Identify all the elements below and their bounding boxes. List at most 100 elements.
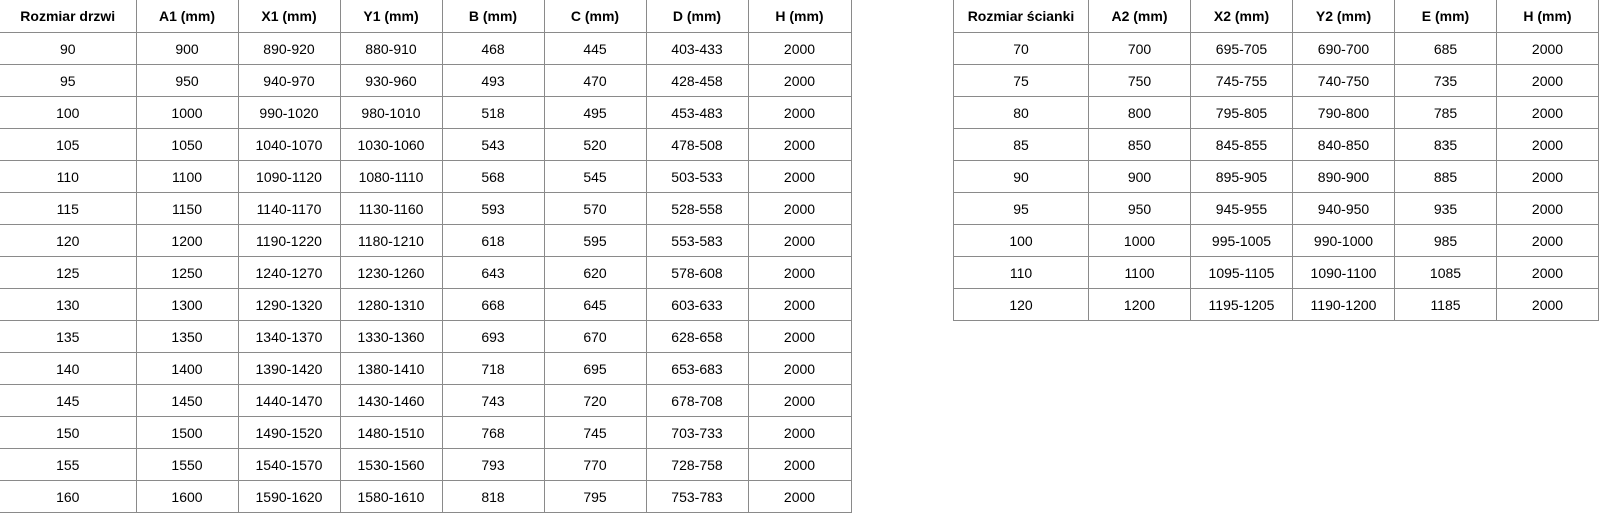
table-cell: 120 [953,288,1089,321]
table-cell: 940-950 [1292,192,1395,225]
table-cell: 785 [1394,96,1497,129]
table-cell: 1440-1470 [237,384,341,417]
table-cell: 740-750 [1292,64,1395,97]
table-cell: 2000 [1496,96,1599,129]
table-cell: 2000 [1496,288,1599,321]
table-row: 110 1100 1090-1120 1080-1110 568 545 503-533 20… [0,160,852,193]
table-cell: 2000 [747,288,852,321]
table-cell: 900 [1088,160,1191,193]
table-cell: 1290-1320 [237,288,341,321]
table-cell: 768 [441,416,545,449]
table-cell: 840-850 [1292,128,1395,161]
table-row: 90 900 890-920 880-910 468 445 403-433 2000 [0,32,852,65]
table-cell: 1000 [135,96,239,129]
table-cell: 135 [0,320,137,353]
table-cell: 80 [953,96,1089,129]
table-cell: 643 [441,256,545,289]
table-cell: 1030-1060 [339,128,443,161]
table-cell: 95 [0,64,137,97]
table-cell: 1190-1220 [237,224,341,257]
table-cell: 518 [441,96,545,129]
table-cell: 745-755 [1190,64,1293,97]
table-row: 125 1250 1240-1270 1230-1260 643 620 578-608 20… [0,256,852,289]
column-header: Y2 (mm) [1292,0,1395,33]
table-row: 100 1000 995-1005 990-1000 985 2000 [953,224,1599,257]
table-cell: 603-633 [645,288,749,321]
table-cell: 595 [543,224,647,257]
table-cell: 503-533 [645,160,749,193]
table-cell: 1500 [135,416,239,449]
table-cell: 885 [1394,160,1497,193]
table-cell: 1180-1210 [339,224,443,257]
table-cell: 2000 [1496,224,1599,257]
table-row: 85 850 845-855 840-850 835 2000 [953,128,1599,161]
column-header: Rozmiar drzwi [0,0,137,33]
table-cell: 678-708 [645,384,749,417]
table-cell: 1390-1420 [237,352,341,385]
table-cell: 895-905 [1190,160,1293,193]
table-cell: 670 [543,320,647,353]
table-row: 70 700 695-705 690-700 685 2000 [953,32,1599,65]
column-header: B (mm) [441,0,545,33]
table-cell: 150 [0,416,137,449]
table-cell: 750 [1088,64,1191,97]
table-cell: 653-683 [645,352,749,385]
table-row: 90 900 895-905 890-900 885 2000 [953,160,1599,193]
table-cell: 990-1000 [1292,224,1395,257]
table-cell: 850 [1088,128,1191,161]
table-cell: 793 [441,448,545,481]
table-cell: 645 [543,288,647,321]
table-cell: 1100 [135,160,239,193]
table-cell: 553-583 [645,224,749,257]
table-cell: 1050 [135,128,239,161]
table-cell: 1240-1270 [237,256,341,289]
table-cell: 693 [441,320,545,353]
table-row: 150 1500 1490-1520 1480-1510 768 745 703-733 20… [0,416,852,449]
table-cell: 403-433 [645,32,749,65]
table-cell: 700 [1088,32,1191,65]
table-cell: 2000 [747,128,852,161]
table-cell: 795-805 [1190,96,1293,129]
table-cell: 1080-1110 [339,160,443,193]
table-cell: 2000 [747,224,852,257]
table-cell: 90 [953,160,1089,193]
table-cell: 1040-1070 [237,128,341,161]
table-cell: 628-658 [645,320,749,353]
table-cell: 695-705 [1190,32,1293,65]
table-cell: 100 [0,96,137,129]
table-cell: 995-1005 [1190,224,1293,257]
table-cell: 745 [543,416,647,449]
column-header: E (mm) [1394,0,1497,33]
table-cell: 1280-1310 [339,288,443,321]
table-cell: 495 [543,96,647,129]
table-cell: 1150 [135,192,239,225]
column-header: C (mm) [543,0,647,33]
table-cell: 795 [543,480,647,513]
table-cell: 470 [543,64,647,97]
table-cell: 2000 [747,64,852,97]
table-cell: 140 [0,352,137,385]
table-cell: 880-910 [339,32,443,65]
table-cell: 890-920 [237,32,341,65]
column-header: H (mm) [747,0,852,33]
table-header-row: Rozmiar drzwi A1 (mm) X1 (mm) Y1 (mm) B (mm)… [0,0,852,33]
table-cell: 593 [441,192,545,225]
table-cell: 720 [543,384,647,417]
table-cell: 160 [0,480,137,513]
table-cell: 2000 [747,352,852,385]
table-cell: 835 [1394,128,1497,161]
table-cell: 1090-1100 [1292,256,1395,289]
table-cell: 75 [953,64,1089,97]
table-cell: 1200 [135,224,239,257]
table-cell: 110 [953,256,1089,289]
table-cell: 2000 [1496,64,1599,97]
table-cell: 70 [953,32,1089,65]
table-cell: 115 [0,192,137,225]
table-cell: 620 [543,256,647,289]
table-cell: 85 [953,128,1089,161]
table-row: 95 950 945-955 940-950 935 2000 [953,192,1599,225]
table-cell: 145 [0,384,137,417]
table-cell: 743 [441,384,545,417]
column-header: D (mm) [645,0,749,33]
table-row: 110 1100 1095-1105 1090-1100 1085 2000 [953,256,1599,289]
